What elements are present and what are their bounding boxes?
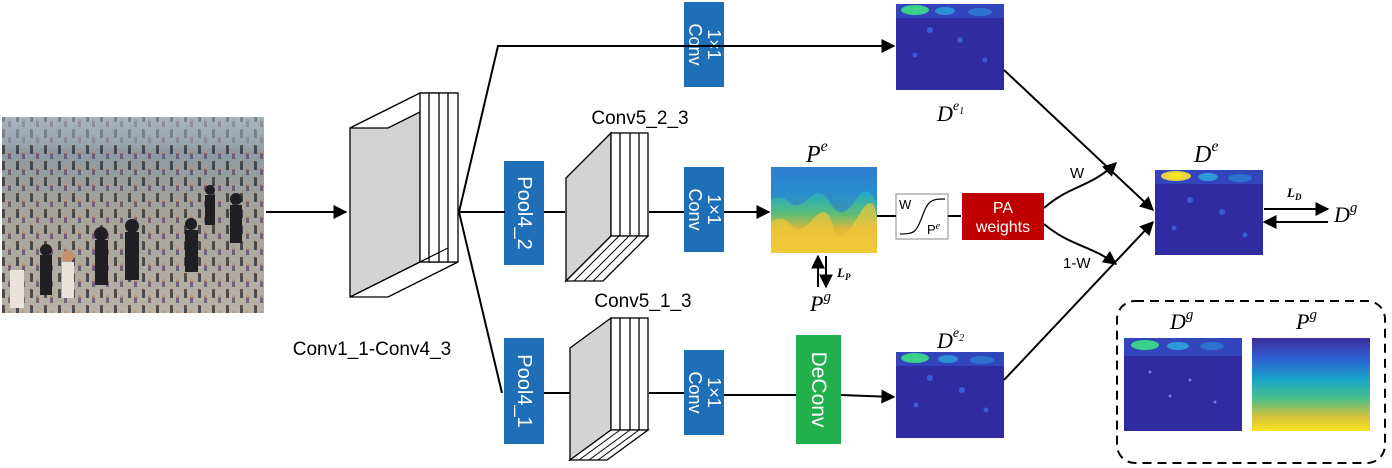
conv5-2-feature-block [564, 131, 650, 283]
label-dg: Dg [1333, 200, 1358, 227]
density-map-de [1155, 170, 1263, 255]
sigmoid-p-label: Pe [927, 221, 941, 237]
label-pe: Pe [805, 138, 828, 168]
svg-text:1×1: 1×1 [704, 194, 724, 225]
svg-text:Conv: Conv [685, 188, 705, 230]
svg-text:1×1: 1×1 [704, 377, 724, 408]
conv5-2-label: Conv5_2_3 [591, 108, 688, 129]
pool4-1-label: Pool4_1 [513, 354, 535, 427]
weight-w-label: W [1070, 165, 1085, 182]
density-map-de2 [896, 352, 1004, 438]
deconv-label: DeConv [807, 352, 830, 428]
svg-text:weights: weights [975, 219, 1030, 236]
conv1x1-middle-block: 1×1 Conv [684, 167, 724, 252]
svg-text:1×1: 1×1 [704, 29, 724, 60]
backbone-feature-block [349, 91, 459, 299]
connection-arrows [266, 39, 1330, 404]
label-pg: Pg [809, 289, 831, 316]
conv1x1-top-block: 1×1 Conv [684, 2, 724, 87]
sigmoid-box: W Pe [895, 193, 949, 240]
legend-pg-map [1252, 338, 1370, 431]
perspective-map-pe [771, 167, 877, 253]
label-ld: LD [1286, 185, 1302, 202]
conv5-1-feature-block [568, 316, 650, 462]
label-de1: De1 [936, 99, 964, 126]
conv5-1-label: Conv5_1_3 [594, 291, 691, 312]
pool4-1-block: Pool4_1 [504, 338, 544, 444]
pool4-2-block: Pool4_2 [504, 161, 544, 265]
label-lp: LP [836, 265, 851, 282]
svg-text:Conv: Conv [685, 371, 705, 413]
legend-dg-label: Dg [1169, 307, 1194, 334]
conv1x1-bottom-block: 1×1 Conv [684, 350, 724, 435]
weight-1mw-label: 1-W [1063, 255, 1091, 272]
legend-pg-label: Pg [1295, 307, 1317, 334]
label-de: De [1193, 138, 1218, 168]
pa-weights-block: PA weights [962, 193, 1044, 240]
svg-text:PA: PA [993, 200, 1013, 217]
ground-truth-legend: Dg Pg [1116, 300, 1386, 464]
sigmoid-w-label: W [899, 197, 912, 212]
backbone-label: Conv1_1-Conv4_3 [293, 339, 451, 360]
deconv-block: DeConv [796, 335, 841, 444]
input-crowd-image [2, 117, 264, 313]
density-map-de1 [896, 4, 1004, 90]
label-de2: De2 [936, 326, 964, 353]
pool4-2-label: Pool4_2 [513, 176, 535, 249]
legend-dg-map [1124, 338, 1242, 431]
svg-text:Conv: Conv [685, 23, 705, 65]
